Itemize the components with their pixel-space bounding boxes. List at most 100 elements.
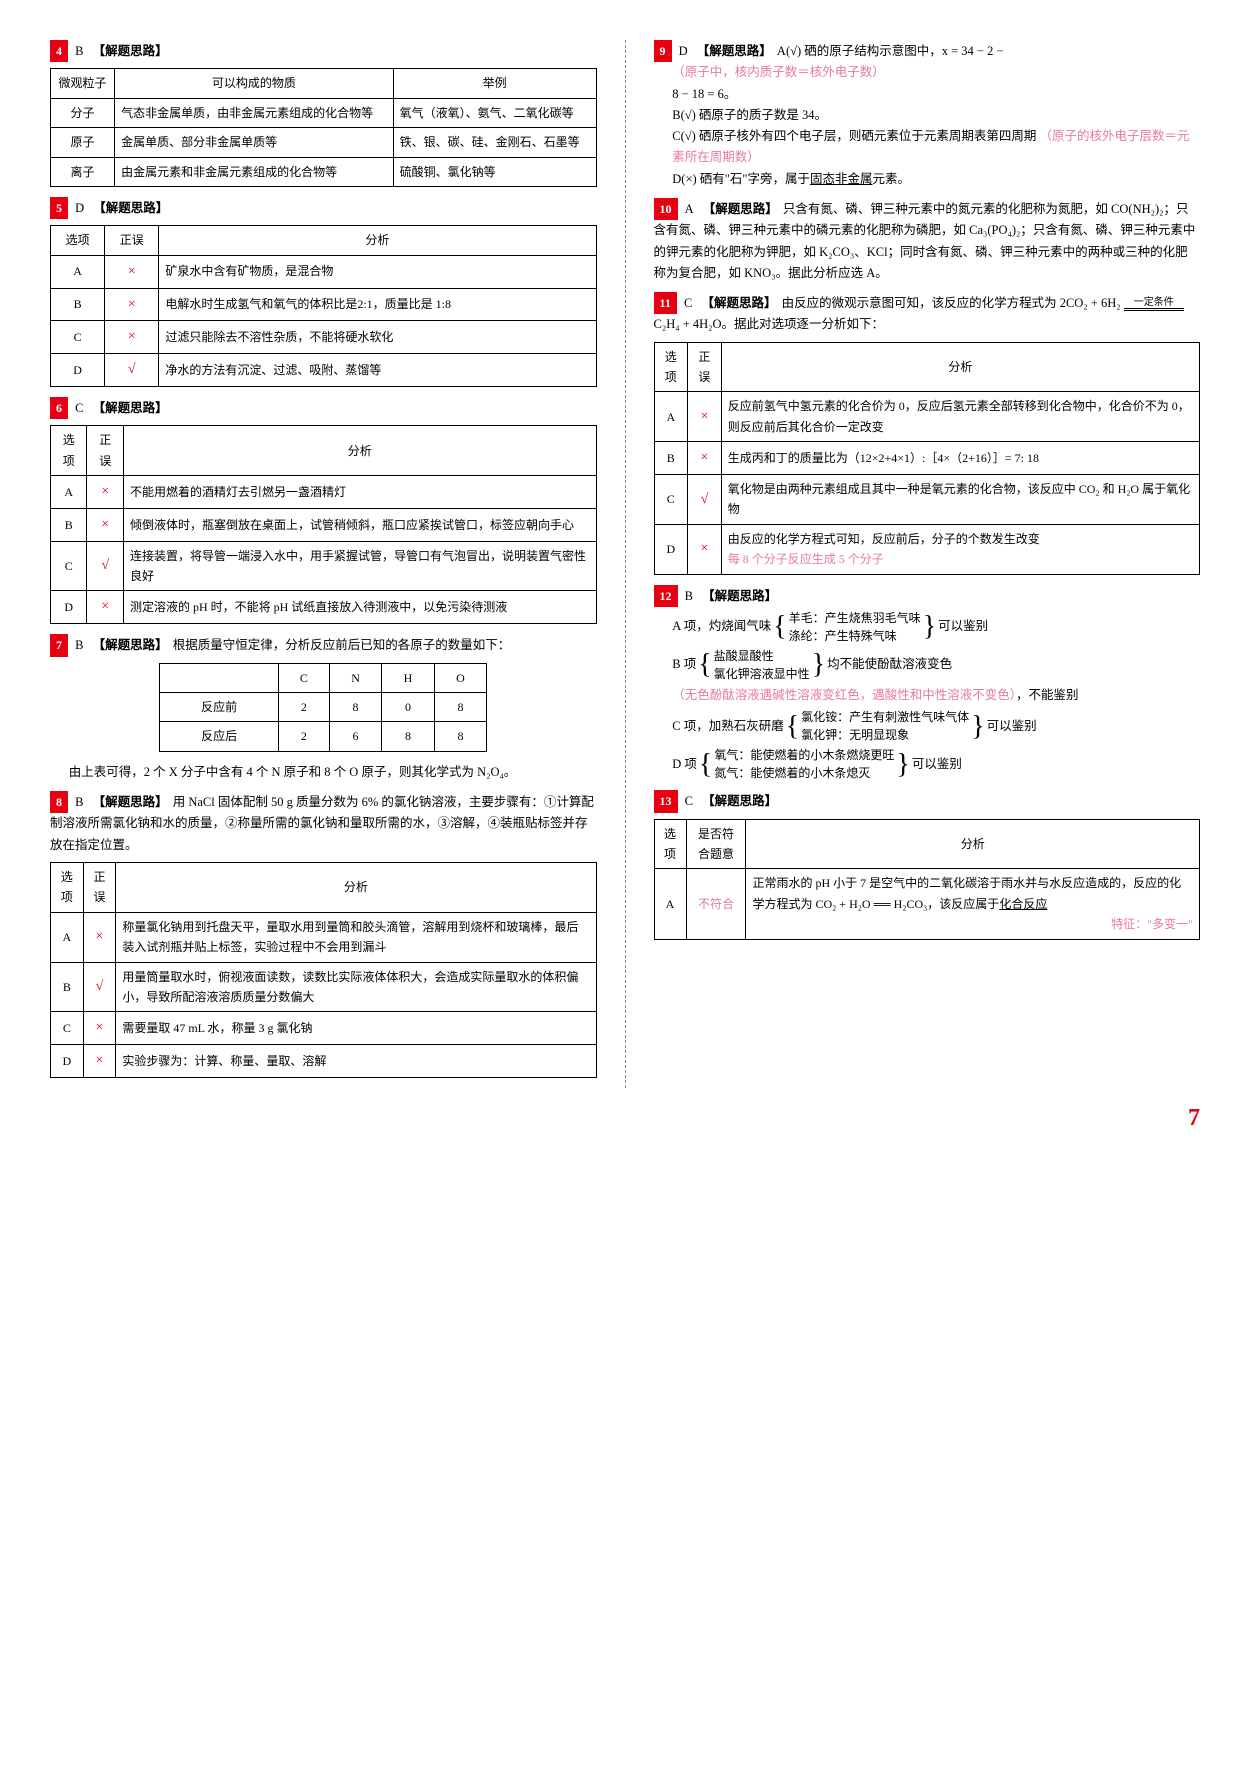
q6-num: 6 xyxy=(50,397,68,419)
th: 正误 xyxy=(688,342,722,392)
td: 分子 xyxy=(51,98,115,127)
q7-label: 【解题思路】 xyxy=(93,638,168,652)
td: 8 xyxy=(382,722,434,751)
brace-icon: } xyxy=(921,614,938,639)
q12-D1: 氧气：能使燃着的小木条燃烧更旺 xyxy=(714,746,894,764)
q9-lineA2: 8 − 18 = 6。 xyxy=(654,84,1201,105)
mark-icon: × xyxy=(87,508,123,541)
brace-icon: { xyxy=(697,752,714,777)
column-divider xyxy=(625,40,626,1088)
td: 8 xyxy=(329,693,381,722)
td: A xyxy=(654,869,686,939)
q5-num: 5 xyxy=(50,197,68,219)
td: 不能用燃着的酒精灯去引燃另一盏酒精灯 xyxy=(123,476,596,509)
q7-table: CNHO 反应前2808 反应后2688 xyxy=(159,663,487,752)
td: 反应前 xyxy=(160,693,279,722)
th: 可以构成的物质 xyxy=(115,69,394,98)
brace-icon: } xyxy=(810,652,827,677)
q11-cond: 一定条件 xyxy=(1124,298,1184,308)
mark-icon: × xyxy=(83,1045,116,1078)
q5-label: 【解题思路】 xyxy=(93,201,168,215)
td: 金属单质、部分非金属单质等 xyxy=(115,128,394,157)
brace-icon: } xyxy=(894,752,911,777)
td: 电解水时生成氢气和氧气的体积比是2:1，质量比是 1:8 xyxy=(159,288,596,321)
q12-A1: 羊毛：产生烧焦羽毛气味 xyxy=(789,609,921,627)
th: O xyxy=(434,663,486,692)
brace-icon: { xyxy=(771,614,788,639)
q13-label: 【解题思路】 xyxy=(702,794,777,808)
q12-C1: 氯化铵：产生有刺激性气味气体 xyxy=(801,708,969,726)
q12-C2: 氯化钾：无明显现象 xyxy=(801,726,969,744)
td: 由反应的化学方程式可知，反应前后，分子的个数发生改变每 8 个分子反应生成 5 … xyxy=(721,524,1199,574)
td: 正常雨水的 pH 小于 7 是空气中的二氧化碳溶于雨水并与水反应造成的，反应的化… xyxy=(746,869,1200,939)
td: 硫酸铜、氯化钠等 xyxy=(393,157,596,186)
th: 分析 xyxy=(123,426,596,476)
th: 选项 xyxy=(654,342,688,392)
th: C xyxy=(278,663,329,692)
th: 举例 xyxy=(393,69,596,98)
td: D xyxy=(51,1045,84,1078)
q9-num: 9 xyxy=(654,40,672,62)
q7-ans: B xyxy=(75,635,83,656)
q7-outro: 由上表可得，2 个 X 分子中含有 4 个 N 原子和 8 个 O 原子，则其化… xyxy=(50,762,597,783)
th: N xyxy=(329,663,381,692)
mark-icon: × xyxy=(688,442,722,475)
q4-ans: B xyxy=(75,41,83,62)
th xyxy=(160,663,279,692)
q5-table: 选项正误分析 A×矿泉水中含有矿物质，是混合物 B×电解水时生成氢气和氧气的体积… xyxy=(50,225,597,387)
q12-B-mid: 均不能使酚酞溶液变色 xyxy=(827,654,952,675)
q11-intro2: C₂H₄ + 4H₂O。据此对选项逐一分析如下： xyxy=(654,317,885,331)
th: 正误 xyxy=(105,226,159,255)
td: 原子 xyxy=(51,128,115,157)
th: 选项 xyxy=(654,819,686,869)
td: C xyxy=(51,321,105,354)
q9-lineD1: D(×) 硒有"石"字旁，属于 xyxy=(672,172,810,186)
th: 选项 xyxy=(51,862,84,912)
page-number: 7 xyxy=(50,1098,1200,1139)
th: 微观粒子 xyxy=(51,69,115,98)
th: 选项 xyxy=(51,226,105,255)
q12-D2: 氮气：能使燃着的小木条熄灭 xyxy=(714,764,894,782)
q7-intro: 根据质量守恒定律，分析反应前后已知的各原子的数量如下： xyxy=(173,638,511,652)
td: 6 xyxy=(329,722,381,751)
mark-icon: √ xyxy=(105,354,159,387)
td: D xyxy=(654,524,688,574)
q9-lineC: C(√) 硒原子核外有四个电子层，则硒元素位于元素周期表第四周期 xyxy=(672,129,1036,143)
mark-icon: √ xyxy=(87,541,123,591)
mark-icon: × xyxy=(105,321,159,354)
q11-table: 选项正误分析 A×反应前氢气中氢元素的化合价为 0，反应后氢元素全部转移到化合物… xyxy=(654,342,1201,575)
q11-intro1: 由反应的微观示意图可知，该反应的化学方程式为 2CO₂ + 6H₂ xyxy=(782,296,1124,310)
q12-C-tail: 可以鉴别 xyxy=(987,716,1037,737)
q12-A-lead: A 项，灼烧闻气味 xyxy=(672,616,771,637)
mark-icon: × xyxy=(83,1012,116,1045)
q12-A-tail: 可以鉴别 xyxy=(938,616,988,637)
td: A xyxy=(51,255,105,288)
q10-ans: A xyxy=(685,199,694,220)
mark-icon: × xyxy=(688,392,722,442)
q11-noteD: 每 8 个分子反应生成 5 个分子 xyxy=(728,552,884,566)
q13-note: 特征："多变一" xyxy=(752,914,1193,934)
q6-label: 【解题思路】 xyxy=(93,401,168,415)
th: 选项 xyxy=(51,426,87,476)
td: 实验步骤为：计算、称量、量取、溶解 xyxy=(116,1045,596,1078)
mark-icon: √ xyxy=(688,475,722,525)
td: 倾倒液体时，瓶塞倒放在桌面上，试管稍倾斜，瓶口应紧挨试管口，标签应朝向手心 xyxy=(123,508,596,541)
td: C xyxy=(51,541,87,591)
q6-ans: C xyxy=(75,398,83,419)
q12-B-tail: ，不能鉴别 xyxy=(1016,688,1079,702)
td: 需要量取 47 mL 水，称量 3 g 氯化钠 xyxy=(116,1012,596,1045)
q11-label: 【解题思路】 xyxy=(701,296,776,310)
th: 分析 xyxy=(721,342,1199,392)
td: A xyxy=(51,912,84,962)
td: B xyxy=(51,288,105,321)
q8-label: 【解题思路】 xyxy=(93,795,168,809)
td: 由金属元素和非金属元素组成的化合物等 xyxy=(115,157,394,186)
q9-lineB: B(√) 硒原子的质子数是 34。 xyxy=(654,105,1201,126)
q11-ans: C xyxy=(684,293,692,314)
q9-lineD3: 元素。 xyxy=(873,172,911,186)
q5-ans: D xyxy=(75,198,84,219)
th: 分析 xyxy=(159,226,596,255)
td: A xyxy=(654,392,688,442)
td: C xyxy=(654,475,688,525)
q12-C-lead: C 项，加熟石灰研磨 xyxy=(672,716,783,737)
